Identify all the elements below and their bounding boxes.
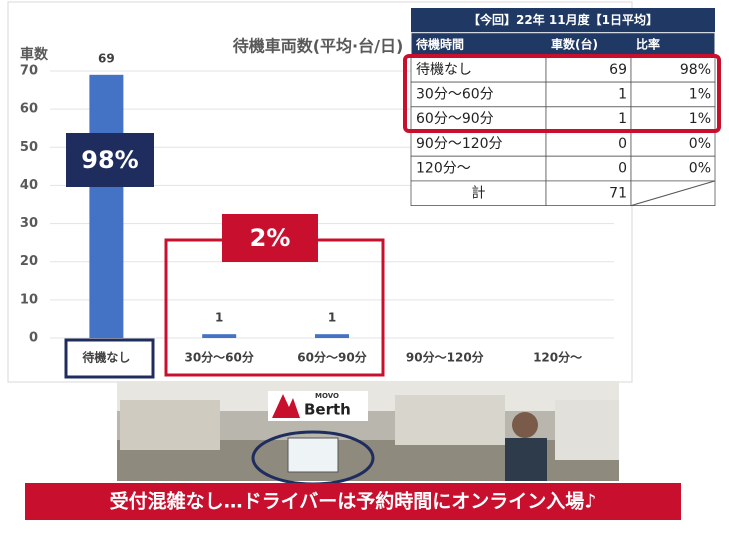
table-cell-text: 60分～90分 — [416, 111, 494, 127]
table-cell-text: 0 — [618, 161, 627, 177]
table-cell — [545, 180, 632, 206]
table-cell — [545, 81, 632, 108]
value-label: 1 — [215, 311, 223, 325]
photo: MOVO Berth — [117, 381, 619, 486]
table-cell-text: 1 — [618, 111, 627, 127]
y-tick-label: 30 — [20, 216, 38, 231]
bar — [89, 74, 124, 339]
caption: 受付混雑なし…ドライバーは予約時間にオンライン入場♪ — [110, 490, 597, 513]
table-title-row — [411, 8, 715, 33]
table-cell — [630, 81, 716, 108]
x-tick-label: 30分～60分 — [184, 350, 253, 365]
share-box — [222, 214, 318, 262]
table-diagonal — [630, 180, 716, 207]
table-cell — [630, 57, 716, 83]
table-cell-text: 1% — [689, 86, 711, 102]
table-cell — [545, 57, 632, 83]
table-cell — [410, 106, 547, 132]
photo-shelf — [395, 395, 505, 445]
share-label: 2% — [250, 224, 291, 252]
y-tick-label: 70 — [20, 64, 38, 79]
table-cell — [410, 81, 547, 108]
logo-mark — [272, 394, 300, 418]
table-cell-text: 0 — [618, 136, 627, 152]
value-label: 69 — [98, 51, 115, 65]
table-header: 待機時間 — [416, 37, 464, 52]
share-label: 98% — [81, 146, 138, 174]
x-tick-label: 120分～ — [533, 350, 582, 365]
y-axis-label: 車数 — [20, 46, 49, 63]
y-tick-label: 50 — [20, 140, 38, 155]
table-highlight — [403, 54, 721, 133]
y-tick-label: 40 — [20, 178, 38, 193]
table-title: 【今回】22年 11月度【1日平均】 — [468, 12, 658, 27]
table-header: 比率 — [636, 37, 660, 52]
table-cell-text: 120分～ — [416, 161, 471, 177]
table-cell — [545, 155, 632, 182]
y-tick-label: 60 — [20, 102, 38, 117]
table-cell-text: 待機なし — [416, 62, 472, 78]
logo-small: MOVO — [315, 392, 339, 400]
share-box — [66, 133, 154, 187]
photo-person — [505, 438, 547, 481]
bar — [202, 334, 237, 338]
table-cell — [630, 106, 716, 132]
table-cell-text: 69 — [609, 62, 627, 78]
photo-shelf — [555, 400, 619, 460]
plot: 0 10 20 30 40 50 60 70 待機なし 69 30分～60分 1 60分～90分 1 90分… — [20, 51, 614, 365]
table-cell-text: 0% — [689, 136, 711, 152]
photo-tablet — [287, 437, 339, 473]
table-cell-text: 0% — [689, 161, 711, 177]
bar — [315, 334, 349, 338]
x-tick-label: 90分～120分 — [406, 350, 484, 365]
x-tick-label: 待機なし — [82, 350, 130, 365]
caption-box — [25, 483, 681, 520]
y-tick-label: 20 — [20, 254, 38, 269]
table-cell-text: 98% — [680, 62, 711, 78]
logo-text: Berth — [304, 401, 351, 419]
table-cell-text: 71 — [609, 185, 627, 201]
x-tick-label: 60分～90分 — [297, 350, 366, 365]
table-header: 車数(台) — [551, 37, 598, 52]
table-cell-text: 1 — [618, 86, 627, 102]
table-cell-text: 90分～120分 — [416, 136, 503, 152]
y-tick-label: 0 — [29, 331, 38, 346]
table-cell-text: 1% — [689, 111, 711, 127]
photo-shelf — [120, 400, 220, 450]
table-cell-text: 30分～60分 — [416, 86, 494, 102]
table-cell — [545, 106, 632, 132]
photo-person — [512, 412, 538, 438]
table-cell-text: 計 — [472, 185, 486, 201]
category-highlight — [64, 338, 155, 379]
value-label: 1 — [328, 311, 336, 325]
table-cell — [630, 131, 716, 157]
chart-title: 待機車両数(平均·台/日) — [233, 37, 404, 56]
table-cell — [410, 180, 547, 206]
y-tick-label: 10 — [20, 292, 38, 307]
